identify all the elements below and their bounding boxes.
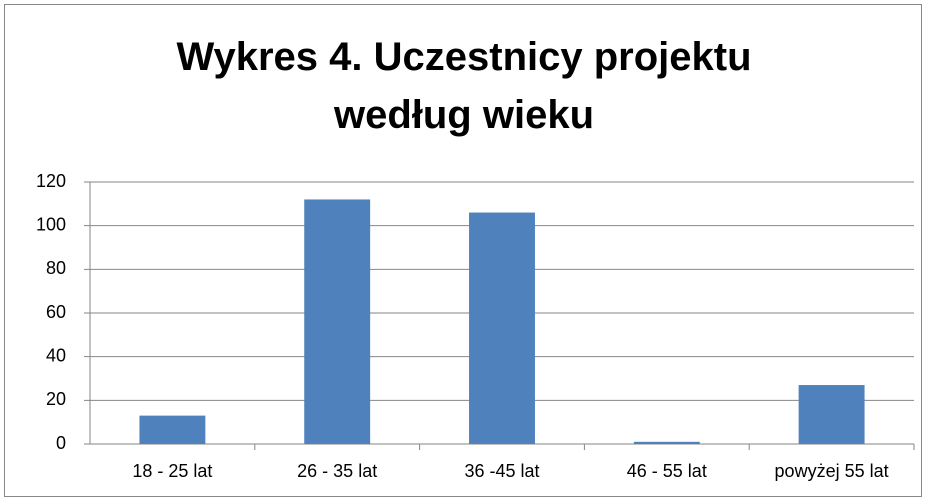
x-tick-label: 46 - 55 lat: [627, 461, 707, 481]
chart-frame: [4, 4, 922, 497]
x-tick-label: 36 -45 lat: [464, 461, 539, 481]
bar: [469, 212, 535, 444]
bar: [633, 441, 700, 444]
chart-title: Wykres 4. Uczestnicy projektu według wie…: [176, 35, 752, 137]
bar: [304, 199, 371, 444]
y-tick-label: 120: [36, 171, 66, 191]
y-tick-label: 80: [46, 258, 66, 278]
x-tick-label: 18 - 25 lat: [132, 461, 212, 481]
y-tick-label: 20: [46, 389, 66, 409]
y-tick-label: 0: [56, 433, 66, 453]
bar: [139, 415, 206, 444]
x-tick-label: 26 - 35 lat: [297, 461, 377, 481]
x-tick-label: powyżej 55 lat: [775, 461, 889, 481]
y-tick-label: 100: [36, 214, 66, 234]
bar: [798, 385, 865, 444]
y-tick-label: 60: [46, 302, 66, 322]
y-tick-label: 40: [46, 345, 66, 365]
